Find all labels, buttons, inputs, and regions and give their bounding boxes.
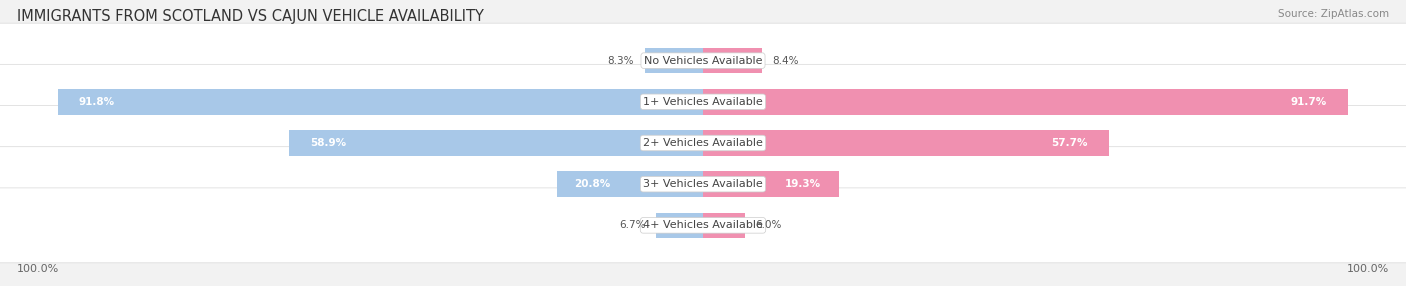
FancyBboxPatch shape [0, 147, 1406, 222]
Text: No Vehicles Available: No Vehicles Available [644, 56, 762, 65]
FancyBboxPatch shape [0, 188, 1406, 263]
Bar [58, 89, 703, 115]
Text: 6.7%: 6.7% [619, 221, 645, 230]
Bar [557, 171, 703, 197]
Text: 57.7%: 57.7% [1052, 138, 1088, 148]
FancyBboxPatch shape [0, 64, 1406, 139]
Text: 8.4%: 8.4% [773, 56, 799, 65]
Text: 100.0%: 100.0% [1347, 264, 1389, 274]
Bar [290, 130, 703, 156]
Text: 8.3%: 8.3% [607, 56, 634, 65]
Text: 19.3%: 19.3% [785, 179, 821, 189]
Text: 20.8%: 20.8% [575, 179, 610, 189]
Text: 58.9%: 58.9% [309, 138, 346, 148]
Bar [644, 48, 703, 74]
Bar [703, 212, 745, 238]
Text: IMMIGRANTS FROM SCOTLAND VS CAJUN VEHICLE AVAILABILITY: IMMIGRANTS FROM SCOTLAND VS CAJUN VEHICL… [17, 9, 484, 23]
Bar [703, 130, 1109, 156]
Text: Source: ZipAtlas.com: Source: ZipAtlas.com [1278, 9, 1389, 19]
Bar [703, 48, 762, 74]
Text: 4+ Vehicles Available: 4+ Vehicles Available [643, 221, 763, 230]
Text: 100.0%: 100.0% [17, 264, 59, 274]
Text: 6.0%: 6.0% [756, 221, 782, 230]
Text: 91.8%: 91.8% [79, 97, 115, 107]
Text: 2+ Vehicles Available: 2+ Vehicles Available [643, 138, 763, 148]
Text: 3+ Vehicles Available: 3+ Vehicles Available [643, 179, 763, 189]
FancyBboxPatch shape [0, 106, 1406, 180]
Bar [703, 89, 1348, 115]
Bar [655, 212, 703, 238]
Text: 91.7%: 91.7% [1291, 97, 1327, 107]
Text: 1+ Vehicles Available: 1+ Vehicles Available [643, 97, 763, 107]
FancyBboxPatch shape [0, 23, 1406, 98]
Bar [703, 171, 838, 197]
